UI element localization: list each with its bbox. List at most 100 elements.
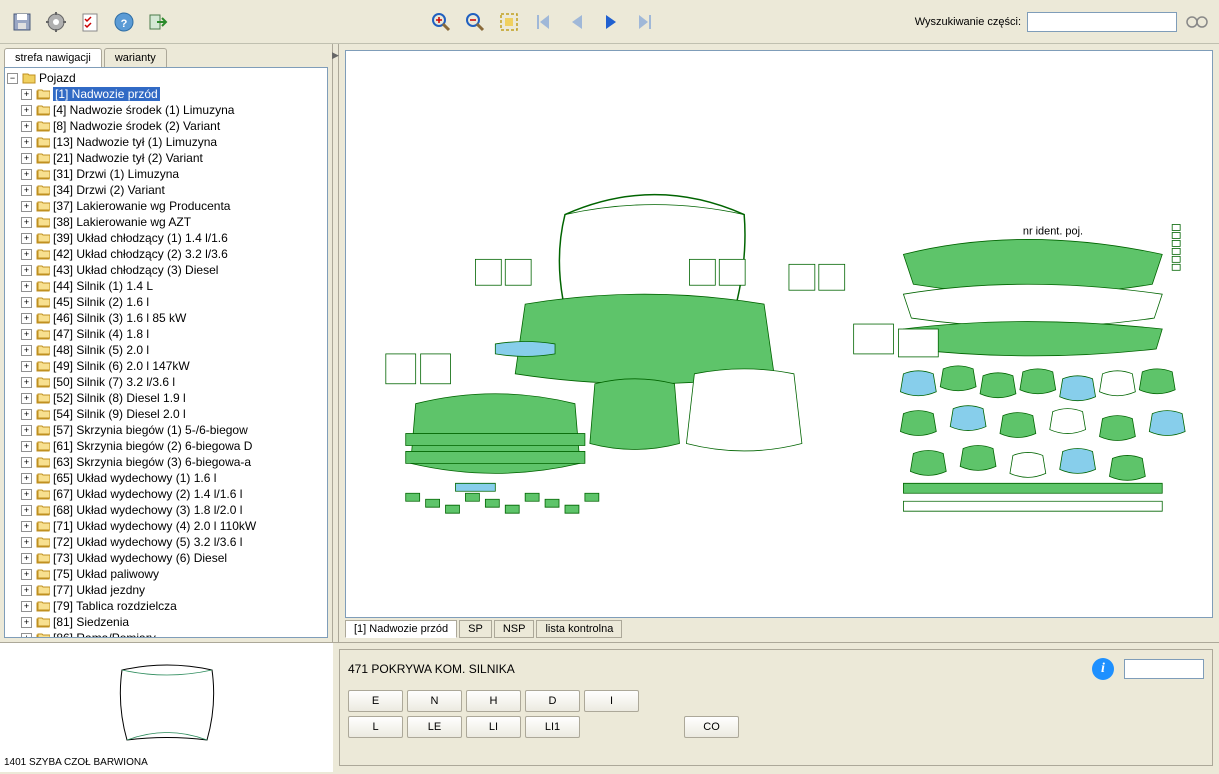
tree-item[interactable]: + [71] Układ wydechowy (4) 2.0 l 110kW: [7, 518, 325, 534]
part-op-button[interactable]: H: [466, 690, 521, 712]
tree-item[interactable]: + [42] Układ chłodzący (2) 3.2 l/3.6: [7, 246, 325, 262]
tree-root[interactable]: − Pojazd: [7, 70, 325, 86]
expand-icon[interactable]: +: [21, 457, 32, 468]
expand-icon[interactable]: +: [21, 537, 32, 548]
collapse-icon[interactable]: −: [7, 73, 18, 84]
expand-icon[interactable]: +: [21, 569, 32, 580]
expand-icon[interactable]: +: [21, 153, 32, 164]
btab-nsp[interactable]: NSP: [494, 620, 535, 638]
part-op-button[interactable]: LE: [407, 716, 462, 738]
expand-icon[interactable]: +: [21, 585, 32, 596]
tree-item[interactable]: + [4] Nadwozie środek (1) Limuzyna: [7, 102, 325, 118]
tree-item[interactable]: + [1] Nadwozie przód: [7, 86, 325, 102]
tree-item[interactable]: + [79] Tablica rozdzielcza: [7, 598, 325, 614]
part-op-button[interactable]: E: [348, 690, 403, 712]
expand-icon[interactable]: +: [21, 361, 32, 372]
nav-first-button[interactable]: [529, 8, 557, 36]
part-op-button[interactable]: L: [348, 716, 403, 738]
part-op-button[interactable]: D: [525, 690, 580, 712]
expand-icon[interactable]: +: [21, 377, 32, 388]
expand-icon[interactable]: +: [21, 137, 32, 148]
expand-icon[interactable]: +: [21, 265, 32, 276]
tree-item[interactable]: + [67] Układ wydechowy (2) 1.4 l/1.6 l: [7, 486, 325, 502]
info-icon[interactable]: i: [1092, 658, 1114, 680]
tree-item[interactable]: + [54] Silnik (9) Diesel 2.0 l: [7, 406, 325, 422]
expand-icon[interactable]: +: [21, 201, 32, 212]
tree-item[interactable]: + [75] Układ paliwowy: [7, 566, 325, 582]
expand-icon[interactable]: +: [21, 601, 32, 612]
btab-nadwozie[interactable]: [1] Nadwozie przód: [345, 620, 457, 638]
tree-item[interactable]: + [73] Układ wydechowy (6) Diesel: [7, 550, 325, 566]
tree-item[interactable]: + [65] Układ wydechowy (1) 1.6 l: [7, 470, 325, 486]
tree-item[interactable]: + [38] Lakierowanie wg AZT: [7, 214, 325, 230]
expand-icon[interactable]: +: [21, 233, 32, 244]
tree-item[interactable]: + [21] Nadwozie tył (2) Variant: [7, 150, 325, 166]
tab-warianty[interactable]: warianty: [104, 48, 167, 67]
tree-item[interactable]: + [52] Silnik (8) Diesel 1.9 l: [7, 390, 325, 406]
tree-item[interactable]: + [45] Silnik (2) 1.6 l: [7, 294, 325, 310]
expand-icon[interactable]: +: [21, 553, 32, 564]
part-op-button[interactable]: I: [584, 690, 639, 712]
tree-item[interactable]: + [13] Nadwozie tył (1) Limuzyna: [7, 134, 325, 150]
tree-item[interactable]: + [61] Skrzynia biegów (2) 6-biegowa D: [7, 438, 325, 454]
tree-item[interactable]: + [46] Silnik (3) 1.6 l 85 kW: [7, 310, 325, 326]
tree-item[interactable]: + [57] Skrzynia biegów (1) 5-/6-biegow: [7, 422, 325, 438]
part-op-button[interactable]: LI1: [525, 716, 580, 738]
tree-item[interactable]: + [47] Silnik (4) 1.8 l: [7, 326, 325, 342]
btab-sp[interactable]: SP: [459, 620, 492, 638]
expand-icon[interactable]: +: [21, 393, 32, 404]
exit-button[interactable]: [144, 8, 172, 36]
expand-icon[interactable]: +: [21, 217, 32, 228]
tree-item[interactable]: + [44] Silnik (1) 1.4 L: [7, 278, 325, 294]
help-button[interactable]: ?: [110, 8, 138, 36]
expand-icon[interactable]: +: [21, 633, 32, 639]
save-button[interactable]: [8, 8, 36, 36]
expand-icon[interactable]: +: [21, 185, 32, 196]
tree-item[interactable]: + [72] Układ wydechowy (5) 3.2 l/3.6 l: [7, 534, 325, 550]
expand-icon[interactable]: +: [21, 249, 32, 260]
part-co-button[interactable]: CO: [684, 716, 739, 738]
expand-icon[interactable]: +: [21, 121, 32, 132]
tree-item[interactable]: + [34] Drzwi (2) Variant: [7, 182, 325, 198]
expand-icon[interactable]: +: [21, 313, 32, 324]
diagram-viewport[interactable]: nr ident. poj.: [345, 50, 1213, 618]
expand-icon[interactable]: +: [21, 505, 32, 516]
expand-icon[interactable]: +: [21, 345, 32, 356]
nav-next-button[interactable]: [597, 8, 625, 36]
tab-strefa-nawigacji[interactable]: strefa nawigacji: [4, 48, 102, 67]
tree-item[interactable]: + [31] Drzwi (1) Limuzyna: [7, 166, 325, 182]
expand-icon[interactable]: +: [21, 489, 32, 500]
tree-item[interactable]: + [77] Układ jezdny: [7, 582, 325, 598]
tree-item[interactable]: + [50] Silnik (7) 3.2 l/3.6 l: [7, 374, 325, 390]
nav-last-button[interactable]: [631, 8, 659, 36]
tree-item[interactable]: + [43] Układ chłodzący (3) Diesel: [7, 262, 325, 278]
tree-item[interactable]: + [49] Silnik (6) 2.0 l 147kW: [7, 358, 325, 374]
checklist-button[interactable]: [76, 8, 104, 36]
tree-item[interactable]: + [63] Skrzynia biegów (3) 6-biegowa-a: [7, 454, 325, 470]
zoom-fit-button[interactable]: [495, 8, 523, 36]
part-op-button[interactable]: N: [407, 690, 462, 712]
tree-item[interactable]: + [81] Siedzenia: [7, 614, 325, 630]
tree-item[interactable]: + [68] Układ wydechowy (3) 1.8 l/2.0 l: [7, 502, 325, 518]
zoom-in-button[interactable]: [427, 8, 455, 36]
nav-prev-button[interactable]: [563, 8, 591, 36]
tree-item[interactable]: + [8] Nadwozie środek (2) Variant: [7, 118, 325, 134]
expand-icon[interactable]: +: [21, 441, 32, 452]
search-input[interactable]: [1027, 12, 1177, 32]
expand-icon[interactable]: +: [21, 329, 32, 340]
expand-icon[interactable]: +: [21, 617, 32, 628]
settings-button[interactable]: [42, 8, 70, 36]
part-value-input[interactable]: [1124, 659, 1204, 679]
tree-item[interactable]: + [86] Rama/Pomiary: [7, 630, 325, 638]
zoom-out-button[interactable]: [461, 8, 489, 36]
tree-item[interactable]: + [48] Silnik (5) 2.0 l: [7, 342, 325, 358]
btab-lista[interactable]: lista kontrolna: [536, 620, 622, 638]
expand-icon[interactable]: +: [21, 409, 32, 420]
expand-icon[interactable]: +: [21, 297, 32, 308]
expand-icon[interactable]: +: [21, 281, 32, 292]
expand-icon[interactable]: +: [21, 105, 32, 116]
expand-icon[interactable]: +: [21, 89, 32, 100]
tree-item[interactable]: + [37] Lakierowanie wg Producenta: [7, 198, 325, 214]
tree-view[interactable]: − Pojazd + [1] Nadwozie przód+ [4] Nadwo…: [4, 67, 328, 638]
expand-icon[interactable]: +: [21, 425, 32, 436]
